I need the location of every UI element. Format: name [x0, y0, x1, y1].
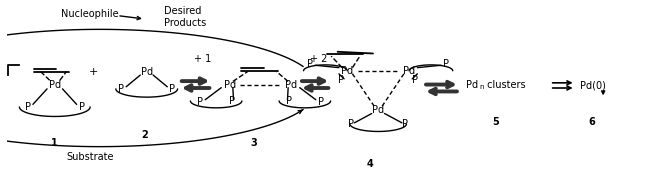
Text: P: P: [402, 119, 408, 129]
Text: Substrate: Substrate: [66, 152, 114, 162]
Text: P: P: [443, 59, 449, 69]
Text: Pd: Pd: [466, 80, 478, 90]
Text: P: P: [169, 84, 175, 94]
Text: 4: 4: [367, 159, 373, 169]
Text: 5: 5: [492, 118, 499, 127]
Text: Pd: Pd: [224, 80, 236, 90]
Text: P: P: [338, 75, 344, 85]
Text: P: P: [197, 97, 203, 107]
Text: Pd: Pd: [140, 67, 153, 77]
Text: 6: 6: [588, 118, 595, 127]
Text: + 2: + 2: [310, 54, 327, 64]
Text: Pd: Pd: [403, 66, 415, 76]
Text: 3: 3: [251, 138, 257, 148]
Text: P: P: [229, 96, 236, 106]
Text: + 1: + 1: [194, 54, 211, 64]
Text: Pd(0): Pd(0): [580, 80, 606, 90]
Text: Desired
Products: Desired Products: [164, 7, 207, 28]
Text: Pd: Pd: [49, 80, 61, 90]
Text: 2: 2: [142, 130, 148, 140]
Text: Pd: Pd: [341, 66, 354, 76]
Text: n: n: [480, 84, 484, 90]
Text: Nucleophile: Nucleophile: [61, 9, 119, 19]
Text: 1: 1: [51, 138, 58, 148]
Text: P: P: [79, 102, 85, 112]
Text: +: +: [89, 67, 98, 77]
Text: P: P: [413, 75, 419, 85]
Text: Pd: Pd: [372, 105, 384, 115]
Text: P: P: [318, 97, 324, 107]
Text: P: P: [348, 119, 354, 129]
Text: clusters: clusters: [483, 80, 525, 90]
Text: P: P: [286, 96, 292, 106]
Text: P: P: [307, 59, 313, 69]
Text: P: P: [25, 102, 31, 112]
Text: Pd: Pd: [285, 80, 297, 90]
Text: P: P: [118, 84, 124, 94]
